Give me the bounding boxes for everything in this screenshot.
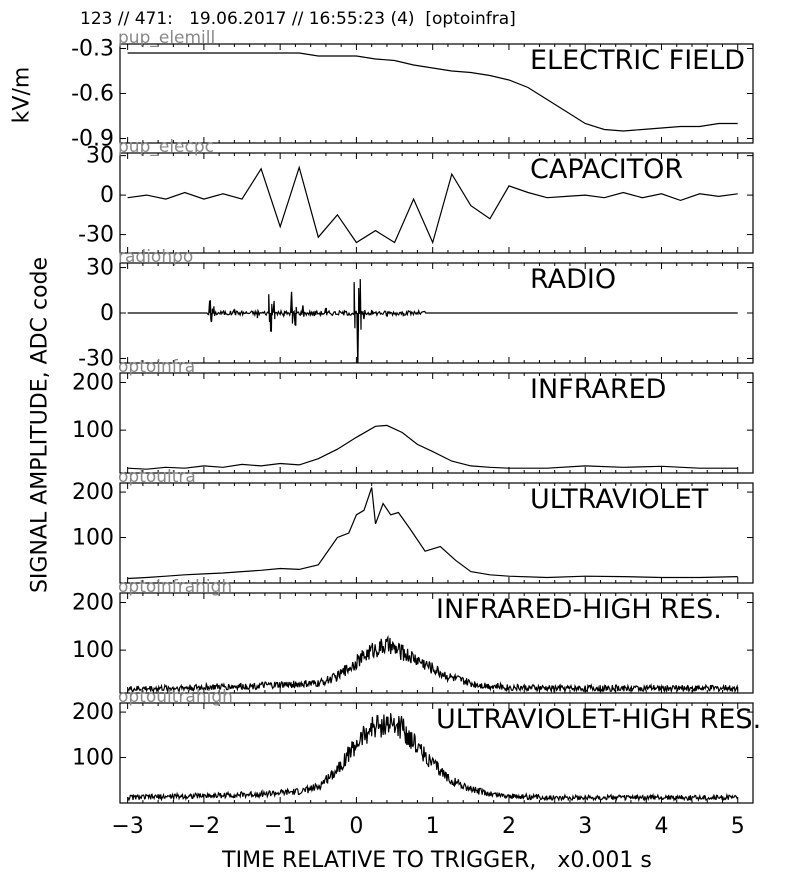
series-line-optoinfra xyxy=(127,424,738,470)
x-tick-label: 2 xyxy=(502,814,516,839)
panel-title: INFRARED-HIGH RES. xyxy=(436,594,722,625)
panel-frame xyxy=(119,152,754,254)
y-tick-label: 0 xyxy=(100,183,114,208)
y-tick-label: -0.6 xyxy=(71,82,114,107)
series-line-optoinfrahigh xyxy=(127,634,739,693)
channel-name: radiohpo xyxy=(118,247,193,267)
x-tick-label: −2 xyxy=(188,814,220,839)
panel-radiohpo: 30 0 -30 radiohpo RADIO xyxy=(78,247,754,371)
y-tick-label: 200 xyxy=(72,700,114,725)
x-tick-label: 4 xyxy=(654,814,668,839)
series-line-optoultrahigh xyxy=(127,713,739,803)
series-line-pup_elemill xyxy=(127,52,738,132)
channel-name: optoultra xyxy=(118,467,196,487)
panel-pup_elemill: -0.3 -0.6 -0.9 pup_elemill ELECTRIC FIELD xyxy=(71,28,754,152)
panel-optoinfra: 200 100 optoinfra INFRARED xyxy=(72,357,754,474)
panel-title: RADIO xyxy=(530,264,616,295)
y-tick-label: 100 xyxy=(72,638,114,663)
y-tick-label: 0 xyxy=(100,301,114,326)
y-tick-label: 200 xyxy=(72,591,114,616)
y-tick-label: 30 xyxy=(86,144,114,169)
y-tick-label: -0.3 xyxy=(71,37,114,62)
y-tick-label: 200 xyxy=(72,371,114,396)
series-line-optoultra xyxy=(127,487,738,580)
y-tick-label: -30 xyxy=(78,223,114,248)
channel-name: pup_elecpc xyxy=(118,137,214,157)
chart-header: 123 // 471: 19.06.2017 // 16:55:23 (4) [… xyxy=(80,9,516,29)
x-tick-label: 1 xyxy=(426,814,440,839)
x-tick-label: 5 xyxy=(731,814,745,839)
panel-frame xyxy=(119,482,754,584)
panel-frame xyxy=(119,702,754,804)
y-tick-label: -30 xyxy=(78,346,114,371)
x-tick-label: −1 xyxy=(264,814,296,839)
panel-title: ULTRAVIOLET-HIGH RES. xyxy=(436,704,761,735)
channel-name: optoinfra xyxy=(118,357,195,377)
series-line-radiohpo xyxy=(127,279,738,363)
y-tick-label: -0.9 xyxy=(71,127,114,152)
panel-title: ELECTRIC FIELD xyxy=(530,45,745,76)
panel-frame xyxy=(119,592,754,694)
panel-title: INFRARED xyxy=(530,374,666,405)
panel-optoinfrahigh: 200 100 optoinfrahigh INFRARED-HIGH RES. xyxy=(72,577,754,694)
panel-optoultra: 200 100 optoultra ULTRAVIOLET xyxy=(72,467,754,584)
channel-name: optoinfrahigh xyxy=(118,577,232,597)
panel-title: CAPACITOR xyxy=(530,154,683,185)
x-tick-label: 0 xyxy=(349,814,363,839)
panel-title: ULTRAVIOLET xyxy=(530,484,709,515)
y-tick-label: 100 xyxy=(72,526,114,551)
panel-frame xyxy=(119,372,754,474)
panel-pup_elecpc: 30 0 -30 pup_elecpc CAPACITOR xyxy=(78,137,754,254)
x-tick-label: −3 xyxy=(111,814,143,839)
y-tick-label: 100 xyxy=(72,418,114,443)
channel-name: pup_elemill xyxy=(118,28,215,48)
y-tick-label: 200 xyxy=(72,480,114,505)
y-tick-label: 30 xyxy=(86,256,114,281)
channel-name: optoultrahigh xyxy=(118,687,233,707)
y-tick-label: 100 xyxy=(72,746,114,771)
x-axis-label: TIME RELATIVE TO TRIGGER, x0.001 s xyxy=(222,848,652,873)
series-line-pup_elecpc xyxy=(127,165,738,245)
panel-optoultrahigh: 200 100 optoultrahigh ULTRAVIOLET-HIGH RES. xyxy=(72,687,761,804)
x-tick-label: 3 xyxy=(578,814,592,839)
